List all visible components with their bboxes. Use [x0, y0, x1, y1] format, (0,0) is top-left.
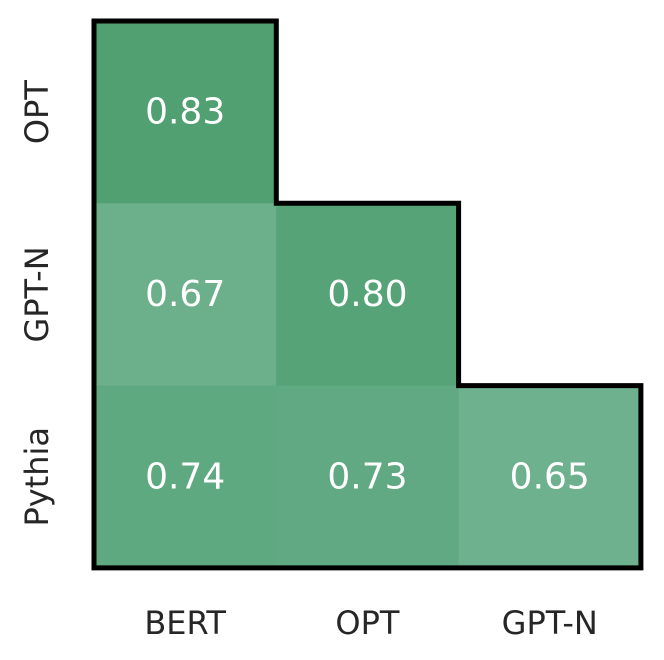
cell-value-label-2-0: 0.74 [145, 456, 225, 497]
cell-value-label-1-0: 0.67 [145, 274, 225, 315]
y-tick-label-1: GPT-N [18, 246, 56, 342]
cell-value-label-1-1: 0.80 [327, 274, 407, 315]
heatmap-cell-1-0 [94, 203, 277, 387]
cell-value-label-0-0: 0.83 [145, 92, 225, 133]
x-tick-label-0: BERT [144, 604, 226, 642]
x-tick-label-1: OPT [335, 604, 399, 642]
cell-value-label-2-2: 0.65 [510, 456, 590, 497]
y-tick-label-0: OPT [18, 80, 56, 144]
heatmap-cell-1-1 [276, 203, 460, 387]
heatmap-cell-2-1 [276, 385, 460, 569]
x-tick-label-2: GPT-N [502, 604, 598, 642]
heatmap-cell-2-0 [94, 385, 277, 569]
x-axis-tick-labels: BERT OPT GPT-N [144, 604, 598, 642]
y-tick-label-2: Pythia [18, 427, 56, 527]
heatmap-cell-2-2 [458, 385, 642, 569]
heatmap-cell-0-0 [94, 21, 277, 204]
triangle-outline [91, 18, 644, 571]
heatmap-cells [94, 21, 642, 569]
cell-value-label-2-1: 0.73 [327, 456, 407, 497]
y-axis-tick-labels: OPT GPT-N Pythia [18, 80, 56, 527]
heatmap-value-labels: 0.83 0.67 0.80 0.74 0.73 0.65 [145, 92, 590, 498]
